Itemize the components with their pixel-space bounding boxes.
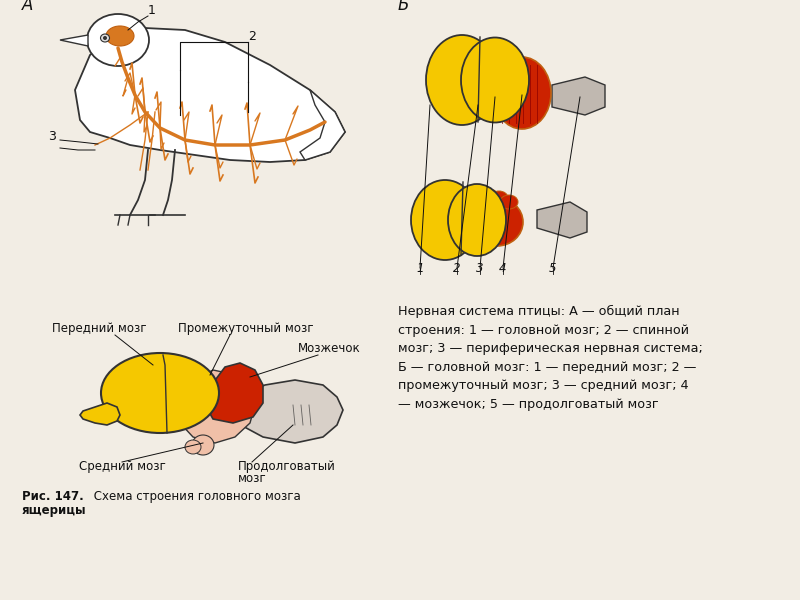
- Polygon shape: [300, 90, 345, 160]
- Ellipse shape: [106, 26, 134, 46]
- Polygon shape: [552, 77, 605, 115]
- Text: Нервная система птицы: А — общий план
строения: 1 — головной мозг; 2 — спинной
м: Нервная система птицы: А — общий план ст…: [398, 305, 703, 410]
- Text: Продолговатый: Продолговатый: [238, 460, 336, 473]
- Ellipse shape: [192, 435, 214, 455]
- Text: 4: 4: [499, 262, 506, 275]
- Polygon shape: [108, 18, 132, 35]
- Text: 2: 2: [453, 262, 461, 275]
- Text: А: А: [22, 0, 34, 14]
- Ellipse shape: [461, 213, 489, 237]
- Ellipse shape: [470, 193, 488, 207]
- Ellipse shape: [448, 184, 506, 256]
- Ellipse shape: [411, 180, 479, 260]
- Text: 1: 1: [148, 4, 156, 17]
- Ellipse shape: [87, 14, 149, 66]
- Ellipse shape: [480, 189, 498, 203]
- Text: 5: 5: [549, 262, 557, 275]
- Ellipse shape: [101, 353, 219, 433]
- Ellipse shape: [101, 34, 110, 42]
- Text: Передний мозг: Передний мозг: [52, 322, 146, 335]
- Text: 1: 1: [416, 262, 423, 275]
- Text: 3: 3: [476, 262, 483, 275]
- Text: Промежуточный мозг: Промежуточный мозг: [178, 322, 314, 335]
- Ellipse shape: [480, 83, 510, 111]
- Polygon shape: [237, 380, 343, 443]
- Ellipse shape: [185, 440, 201, 454]
- Text: Средний мозг: Средний мозг: [78, 460, 166, 473]
- Polygon shape: [203, 363, 263, 423]
- Ellipse shape: [426, 35, 498, 125]
- Polygon shape: [80, 403, 120, 425]
- Polygon shape: [60, 35, 88, 46]
- Text: Б: Б: [398, 0, 410, 14]
- Polygon shape: [177, 370, 255, 443]
- Text: 2: 2: [248, 30, 256, 43]
- Ellipse shape: [493, 57, 551, 129]
- Polygon shape: [75, 28, 345, 162]
- Ellipse shape: [103, 36, 107, 40]
- Ellipse shape: [500, 195, 518, 209]
- Text: Мозжечок: Мозжечок: [298, 342, 361, 355]
- Text: Рис. 147.: Рис. 147.: [22, 490, 84, 503]
- Polygon shape: [537, 202, 587, 238]
- Ellipse shape: [490, 191, 508, 205]
- Ellipse shape: [471, 198, 523, 246]
- Text: Схема строения головного мозга: Схема строения головного мозга: [90, 490, 301, 503]
- Text: 3: 3: [48, 130, 56, 143]
- Ellipse shape: [461, 37, 529, 122]
- Text: мозг: мозг: [238, 472, 266, 485]
- Text: ящерицы: ящерицы: [22, 504, 86, 517]
